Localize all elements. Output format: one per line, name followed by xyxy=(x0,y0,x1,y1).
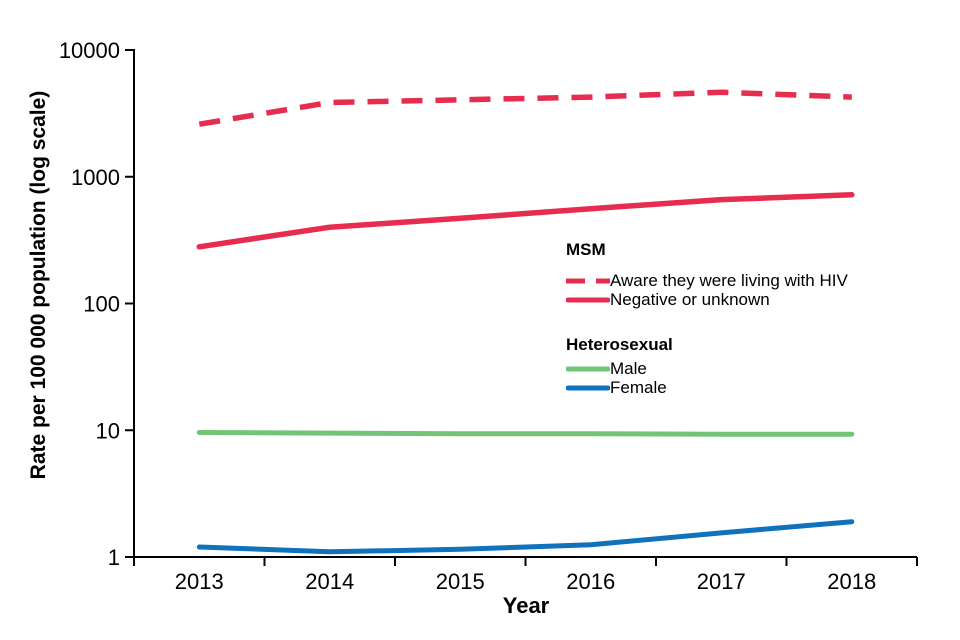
x-tick-label: 2018 xyxy=(827,569,876,594)
x-tick-label: 2015 xyxy=(436,569,485,594)
series-line-msm-aware xyxy=(198,89,852,127)
legend-group-header-msm: MSM xyxy=(566,240,606,259)
legend-label-heterosexual-male: Male xyxy=(610,359,647,378)
x-tick-label: 2016 xyxy=(566,569,615,594)
x-tick-label: 2017 xyxy=(697,569,746,594)
series-line-msm-negative xyxy=(196,192,855,250)
y-tick-label: 10 xyxy=(96,418,120,443)
legend-item-heterosexual-male: Male xyxy=(566,359,848,378)
legend-group-header-heterosexual: Heterosexual xyxy=(566,335,673,354)
x-tick-label: 2014 xyxy=(305,569,354,594)
y-tick-label: 10000 xyxy=(59,38,120,63)
y-axis-title: Rate per 100 000 population (log scale) xyxy=(27,91,50,480)
legend-group-msm: MSM Aware they were living with HIV Nega… xyxy=(566,240,848,309)
y-tick-label: 1 xyxy=(108,545,120,570)
legend-label-heterosexual-female: Female xyxy=(610,378,667,397)
y-tick-label: 100 xyxy=(83,292,120,317)
legend-item-msm-aware: Aware they were living with HIV xyxy=(566,271,848,290)
legend-label-msm-aware: Aware they were living with HIV xyxy=(610,271,848,290)
series-line-heterosexual-male xyxy=(196,430,855,437)
y-tick-label: 1000 xyxy=(71,165,120,190)
legend-item-msm-negative: Negative or unknown xyxy=(566,290,848,309)
x-tick-label: 2013 xyxy=(175,569,224,594)
legend-item-heterosexual-female: Female xyxy=(566,378,848,397)
solid-line-swatch-icon xyxy=(566,366,610,371)
solid-line-swatch-icon xyxy=(566,297,610,302)
legend-group-heterosexual: Heterosexual Male Female xyxy=(566,335,848,397)
solid-line-swatch-icon xyxy=(566,385,610,390)
dashed-line-swatch-icon xyxy=(566,278,610,283)
chart-legend: MSM Aware they were living with HIV Nega… xyxy=(566,240,848,397)
x-axis-title: Year xyxy=(503,593,550,618)
series-line-heterosexual-female xyxy=(196,519,855,555)
legend-label-msm-negative: Negative or unknown xyxy=(610,290,770,309)
